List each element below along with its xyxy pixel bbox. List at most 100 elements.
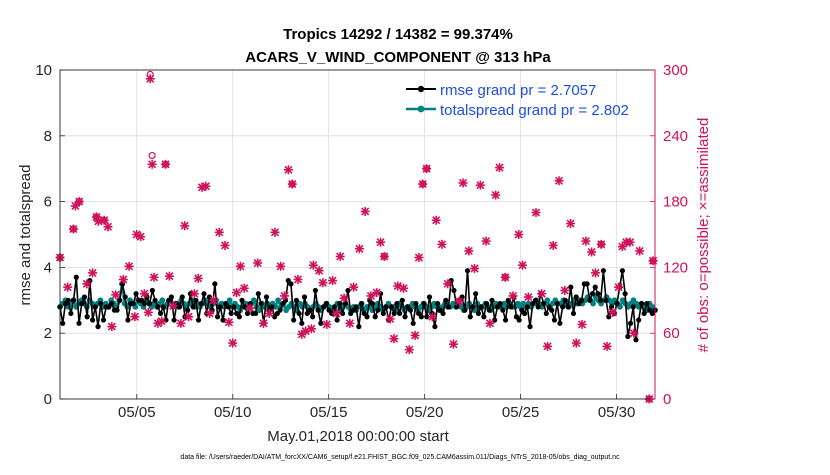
assimilated-obs-marker [345, 318, 355, 328]
assimilated-obs-marker [464, 246, 474, 256]
assimilated-obs-marker [635, 246, 645, 256]
assimilated-obs-marker [205, 308, 215, 318]
assimilated-obs-marker [180, 221, 190, 231]
assimilated-obs-marker [201, 181, 211, 191]
rmse-point [595, 291, 601, 297]
rmse-point [231, 304, 237, 310]
rmse-point [60, 320, 66, 326]
possible-obs-marker [419, 180, 427, 188]
rmse-point [380, 310, 386, 317]
totalspread-point [226, 297, 233, 304]
assimilated-obs-marker [410, 330, 420, 340]
assimilated-obs-marker [431, 215, 441, 225]
rmse-point [176, 304, 183, 310]
assimilated-obs-marker [485, 318, 495, 328]
rmse-point [310, 314, 316, 320]
rmse-point [171, 317, 177, 323]
rmse-point [549, 307, 555, 313]
possible-obs-marker [75, 198, 83, 206]
rmse-line [59, 269, 656, 341]
assimilated-obs-marker [518, 260, 528, 270]
rmse-point [600, 268, 606, 274]
rmse-point [633, 337, 639, 343]
rmse-point [329, 310, 335, 317]
assimilated-obs-marker [454, 296, 464, 306]
assimilated-obs-marker [335, 251, 345, 261]
y-tick-label: 6 [44, 194, 52, 211]
rmse-point [201, 291, 207, 297]
assimilated-obs-marker [235, 261, 245, 271]
rmse-point [388, 304, 395, 310]
rmse-point [391, 310, 397, 317]
x-tick-label: 05/15 [310, 404, 348, 421]
rmse-point [244, 310, 251, 317]
totalspread-point [250, 297, 257, 304]
rmse-point [225, 304, 232, 310]
rmse-point [527, 324, 533, 330]
rmse-point [470, 304, 476, 310]
rmse-point [369, 300, 376, 307]
rmse-point [312, 287, 318, 294]
assimilated-obs-marker [136, 232, 146, 242]
assimilated-obs-marker [566, 219, 576, 229]
assimilated-obs-marker [443, 279, 453, 289]
assimilated-obs-marker [481, 236, 491, 246]
rmse-point [432, 324, 438, 330]
rmse-point [394, 300, 400, 307]
rmse-point [568, 284, 574, 290]
assimilated-obs-marker [531, 208, 541, 218]
y-axis-left: 0 2 4 6 8 10 [35, 62, 65, 408]
rmse-point [570, 310, 577, 317]
rmse-point [426, 294, 433, 300]
assimilated-obs-marker [143, 307, 153, 317]
assimilated-obs-marker [614, 282, 624, 292]
assimilated-obs-marker [253, 258, 263, 268]
totalspread-point [544, 297, 551, 304]
rmse-point [92, 304, 98, 310]
possible-obs-marker [92, 213, 101, 221]
assimilated-obs-marker [264, 308, 274, 318]
assimilated-obs-marker [399, 283, 409, 293]
rmse-point [339, 310, 346, 317]
rmse-point [212, 281, 218, 287]
rmse-point [130, 300, 136, 307]
rmse-point [473, 291, 479, 297]
rmse-point [98, 300, 104, 307]
rmse-point [532, 297, 539, 303]
rmse-point [81, 294, 88, 300]
rmse-point [179, 294, 185, 300]
rmse-point [402, 314, 408, 320]
rmse-point [489, 297, 495, 303]
rmse-point [198, 300, 204, 307]
assimilated-obs-marker [293, 274, 303, 284]
assimilated-obs-marker [130, 312, 140, 322]
possible-obs-marker [649, 257, 657, 265]
rmse-point [592, 284, 598, 290]
assimilated-obs-marker [224, 317, 234, 327]
rmse-point [464, 268, 471, 274]
possible-obs-marker [100, 216, 108, 224]
rmse-point [587, 297, 593, 303]
rmse-point [598, 297, 604, 303]
rmse-point [79, 300, 85, 307]
x-axis: 05/05 05/10 05/15 05/20 05/25 05/30 [118, 394, 635, 421]
assimilated-obs-marker [587, 247, 597, 257]
x-tick-label: 05/25 [502, 404, 540, 421]
assimilated-obs-marker [560, 285, 570, 295]
assimilated-obs-marker [318, 278, 328, 288]
assimilated-obs-marker [147, 159, 157, 169]
rmse-point [521, 310, 528, 317]
assimilated-obs-marker [470, 264, 480, 273]
rmse-point [296, 310, 302, 317]
rmse-point [557, 320, 563, 326]
possible-obs-marker [597, 240, 605, 248]
assimilated-obs-marker [437, 239, 447, 249]
rmse-point [584, 281, 590, 287]
possible-obs-marker [380, 252, 388, 261]
rmse-point [133, 291, 139, 297]
rmse-point [152, 297, 158, 303]
rmse-point [318, 320, 324, 326]
obs-markers [55, 70, 658, 404]
rmse-point [315, 307, 321, 313]
